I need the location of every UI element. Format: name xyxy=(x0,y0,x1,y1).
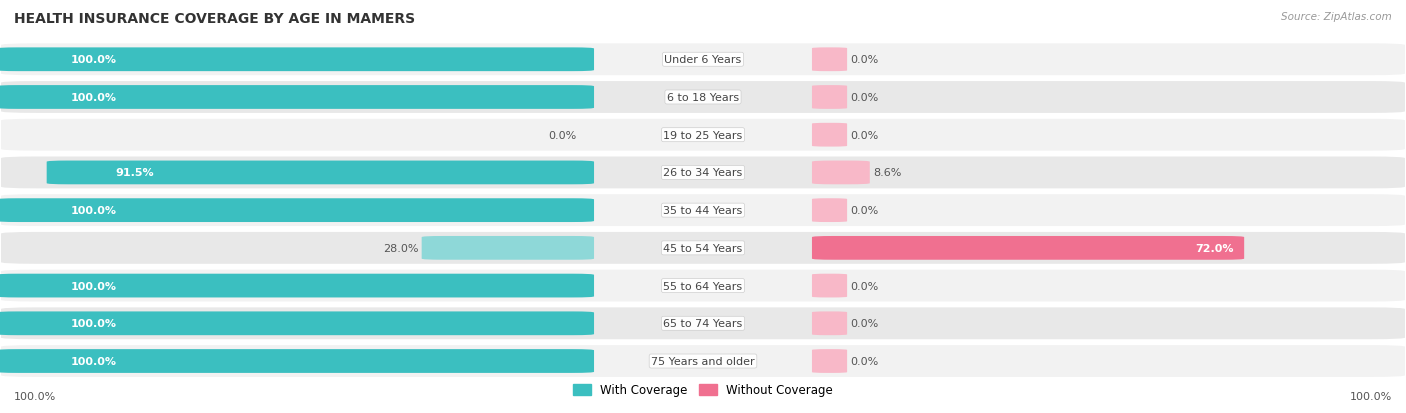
FancyBboxPatch shape xyxy=(0,199,595,223)
FancyBboxPatch shape xyxy=(0,274,595,298)
Text: 0.0%: 0.0% xyxy=(851,206,879,216)
Text: 8.6%: 8.6% xyxy=(873,168,901,178)
FancyBboxPatch shape xyxy=(0,48,595,72)
FancyBboxPatch shape xyxy=(46,161,593,185)
Text: 75 Years and older: 75 Years and older xyxy=(651,356,755,366)
Text: 91.5%: 91.5% xyxy=(115,168,153,178)
Text: 100.0%: 100.0% xyxy=(70,93,117,103)
Text: 6 to 18 Years: 6 to 18 Years xyxy=(666,93,740,103)
Text: Source: ZipAtlas.com: Source: ZipAtlas.com xyxy=(1281,12,1392,22)
Text: 72.0%: 72.0% xyxy=(1195,243,1233,253)
FancyBboxPatch shape xyxy=(0,119,1406,152)
FancyBboxPatch shape xyxy=(0,86,595,109)
FancyBboxPatch shape xyxy=(0,344,1406,378)
Text: 100.0%: 100.0% xyxy=(70,206,117,216)
Text: 100.0%: 100.0% xyxy=(70,55,117,65)
FancyBboxPatch shape xyxy=(813,199,846,223)
FancyBboxPatch shape xyxy=(0,81,1406,115)
Text: 0.0%: 0.0% xyxy=(851,318,879,328)
FancyBboxPatch shape xyxy=(813,161,870,185)
Text: 35 to 44 Years: 35 to 44 Years xyxy=(664,206,742,216)
Legend: With Coverage, Without Coverage: With Coverage, Without Coverage xyxy=(568,379,838,401)
FancyBboxPatch shape xyxy=(0,269,1406,303)
Text: 100.0%: 100.0% xyxy=(70,356,117,366)
Text: 0.0%: 0.0% xyxy=(851,55,879,65)
FancyBboxPatch shape xyxy=(813,86,846,109)
Text: 28.0%: 28.0% xyxy=(382,243,418,253)
Text: 100.0%: 100.0% xyxy=(14,391,56,401)
FancyBboxPatch shape xyxy=(813,312,846,335)
FancyBboxPatch shape xyxy=(813,274,846,298)
FancyBboxPatch shape xyxy=(422,236,595,260)
Text: 100.0%: 100.0% xyxy=(70,318,117,328)
Text: 0.0%: 0.0% xyxy=(851,356,879,366)
Text: 100.0%: 100.0% xyxy=(1350,391,1392,401)
FancyBboxPatch shape xyxy=(813,236,1244,260)
FancyBboxPatch shape xyxy=(0,312,595,335)
FancyBboxPatch shape xyxy=(0,156,1406,190)
Text: 45 to 54 Years: 45 to 54 Years xyxy=(664,243,742,253)
Text: 19 to 25 Years: 19 to 25 Years xyxy=(664,131,742,140)
Text: 0.0%: 0.0% xyxy=(851,131,879,140)
Text: 65 to 74 Years: 65 to 74 Years xyxy=(664,318,742,328)
Text: 0.0%: 0.0% xyxy=(851,281,879,291)
Text: 55 to 64 Years: 55 to 64 Years xyxy=(664,281,742,291)
FancyBboxPatch shape xyxy=(0,194,1406,228)
Text: 0.0%: 0.0% xyxy=(851,93,879,103)
Text: Under 6 Years: Under 6 Years xyxy=(665,55,741,65)
Text: 0.0%: 0.0% xyxy=(548,131,576,140)
FancyBboxPatch shape xyxy=(0,43,1406,77)
Text: 100.0%: 100.0% xyxy=(70,281,117,291)
FancyBboxPatch shape xyxy=(813,48,846,72)
FancyBboxPatch shape xyxy=(0,349,595,373)
FancyBboxPatch shape xyxy=(0,306,1406,340)
FancyBboxPatch shape xyxy=(0,231,1406,265)
FancyBboxPatch shape xyxy=(813,349,846,373)
FancyBboxPatch shape xyxy=(813,123,846,147)
Text: 26 to 34 Years: 26 to 34 Years xyxy=(664,168,742,178)
Text: HEALTH INSURANCE COVERAGE BY AGE IN MAMERS: HEALTH INSURANCE COVERAGE BY AGE IN MAME… xyxy=(14,12,415,26)
